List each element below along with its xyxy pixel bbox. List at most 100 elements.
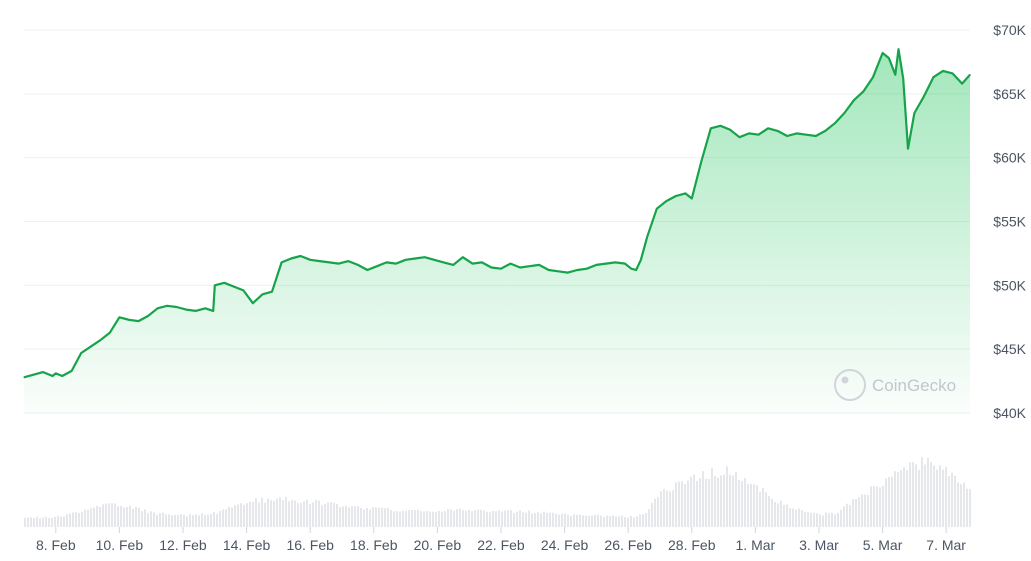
volume-bar [495, 511, 497, 527]
volume-bar [84, 509, 86, 527]
volume-bar [360, 508, 362, 527]
volume-bar [543, 511, 545, 527]
volume-bar [870, 486, 872, 527]
price-point [357, 264, 359, 266]
price-point [118, 316, 120, 318]
price-point [404, 259, 407, 261]
volume-bar [108, 503, 110, 527]
volume-bar [120, 506, 122, 527]
price-point [646, 236, 648, 238]
volume-bar [930, 462, 932, 527]
price-point [300, 255, 302, 257]
volume-bar [945, 466, 947, 527]
volume-bar [537, 512, 539, 527]
volume-bar [951, 472, 953, 527]
volume-bar [24, 517, 26, 527]
volume-bar [651, 503, 653, 527]
price-area [23, 48, 971, 413]
volume-bar [267, 498, 269, 527]
price-point [519, 266, 521, 269]
volume-bar [801, 510, 803, 527]
price-point [897, 48, 900, 50]
price-point [290, 257, 292, 260]
price-point [796, 132, 798, 135]
price-point [212, 310, 214, 312]
volume-bar [888, 476, 890, 527]
volume-bar [342, 506, 344, 527]
volume-bar [39, 518, 41, 527]
price-point [99, 339, 101, 341]
volume-bar [453, 510, 455, 527]
price-point [719, 125, 721, 127]
volume-bar [456, 509, 458, 527]
volume-bar [423, 511, 425, 527]
volume-bar [624, 517, 626, 527]
volume-bar [126, 507, 128, 527]
volume-bar [717, 477, 719, 527]
x-tick-label: 16. Feb [286, 537, 334, 553]
x-tick-label: 7. Mar [926, 537, 966, 553]
x-tick-label: 8. Feb [36, 537, 76, 553]
volume-bar [603, 516, 605, 527]
volume-bar [306, 499, 308, 527]
volume-bar [378, 507, 380, 527]
price-point [862, 90, 865, 92]
volume-bar [645, 512, 647, 527]
volume-bar [414, 510, 416, 527]
volume-bar [741, 481, 743, 527]
volume-bar [141, 511, 143, 527]
price-point [147, 315, 149, 317]
x-tick-label: 5. Mar [863, 537, 903, 553]
price-point [932, 76, 935, 78]
volume-bar [570, 515, 572, 527]
volume-bar [438, 510, 440, 527]
price-point [80, 352, 82, 354]
volume-bar [768, 496, 770, 527]
volume-bar [195, 514, 197, 527]
volume-bar [681, 481, 683, 527]
volume-bar [861, 494, 863, 527]
volume-bar [252, 502, 254, 527]
volume-bar [324, 503, 326, 527]
volume-bar [237, 504, 239, 527]
volume-bar [279, 497, 281, 527]
volume-bar [411, 509, 413, 527]
volume-bar [804, 511, 806, 527]
volume-bar [468, 509, 470, 527]
volume-bar [891, 477, 893, 527]
volume-bar [441, 511, 443, 527]
volume-bar [486, 511, 488, 527]
volume-bar [846, 503, 848, 527]
volume-bar [165, 514, 167, 527]
volume-bar [144, 509, 146, 527]
volume-bar [78, 513, 80, 527]
volume-bar [516, 511, 518, 527]
volume-bar [699, 477, 701, 527]
volume-bar [219, 510, 221, 527]
volume-bar [840, 509, 842, 527]
volume-bar [483, 510, 485, 527]
volume-bar [723, 474, 725, 527]
price-point [414, 257, 416, 260]
volume-bar [261, 497, 263, 527]
price-point [481, 261, 483, 263]
price-point [640, 259, 642, 261]
volume-bar [588, 515, 590, 527]
volume-bar [705, 478, 707, 527]
volume-bar [609, 516, 611, 527]
volume-bar [150, 511, 152, 527]
volume-bar [642, 514, 644, 527]
volume-bar [966, 488, 968, 527]
volume-bar [855, 498, 857, 527]
volume-bar [675, 482, 677, 527]
volume-bar [591, 515, 593, 527]
volume-bar [339, 507, 341, 527]
price-point [656, 208, 658, 210]
y-tick-label: $70K [993, 22, 1026, 38]
volume-bar [198, 515, 200, 527]
volume-bar [627, 517, 629, 527]
volume-bar [939, 465, 941, 527]
volume-bar [240, 503, 242, 527]
volume-bar [222, 509, 224, 527]
volume-bar [513, 513, 515, 527]
